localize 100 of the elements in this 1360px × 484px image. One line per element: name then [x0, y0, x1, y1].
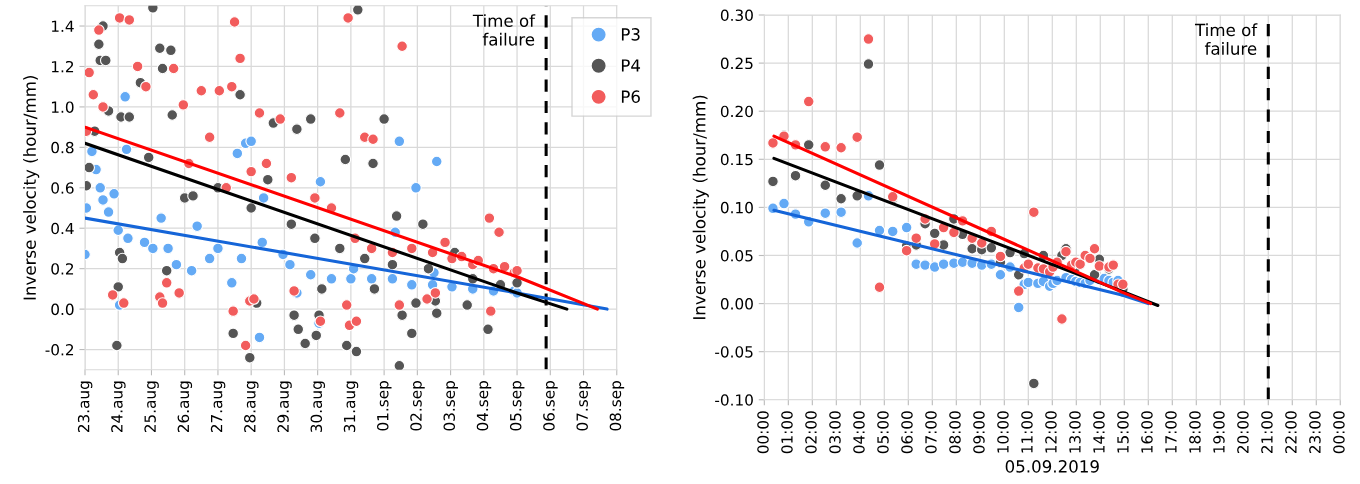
- point: [928, 261, 941, 273]
- point: [819, 179, 832, 192]
- point: [862, 33, 875, 45]
- x-tick-label: 06:00: [901, 411, 913, 454]
- y-tick-label: 0.10: [720, 201, 753, 214]
- point: [1088, 242, 1101, 255]
- point: [851, 131, 864, 144]
- x-tick-label: 02.sep: [410, 381, 425, 431]
- point: [900, 244, 913, 257]
- point: [886, 225, 899, 238]
- point: [819, 207, 832, 220]
- point: [1027, 206, 1040, 219]
- point: [862, 58, 875, 70]
- y-tick-label: 0.25: [720, 57, 753, 70]
- x-tick-label: 18:00: [1189, 411, 1201, 453]
- y-tick-label: 0.15: [720, 153, 753, 166]
- y-tick-label: -0.05: [715, 346, 753, 358]
- y-tick-label: 0.20: [720, 105, 753, 118]
- legend-label: P3: [621, 28, 640, 41]
- x-tick-label: 15:00: [1117, 411, 1129, 453]
- point: [1027, 377, 1040, 390]
- x-tick-label: 03.sep: [443, 381, 458, 431]
- ref-line-label: Time of failure: [472, 14, 536, 46]
- point: [835, 206, 847, 219]
- x-tick-label: 25.aug: [144, 381, 159, 433]
- x-tick-label: 05.sep: [509, 381, 525, 431]
- point: [1012, 301, 1025, 314]
- y-axis-title: Inverse velocity (hour/mm): [692, 95, 709, 319]
- x-tick-label: 09:00: [973, 411, 985, 454]
- point: [851, 237, 864, 249]
- x-tick-label: 05:00: [877, 411, 889, 454]
- y-tick-label: 0.30: [720, 9, 753, 22]
- x-tick-label: 14:00: [1093, 411, 1105, 453]
- point: [900, 221, 913, 234]
- x-tick-label: 01:00: [781, 411, 793, 454]
- x-tick-label: 16:00: [1141, 411, 1153, 453]
- x-tick-label: 23:00: [1309, 411, 1321, 454]
- point: [835, 141, 847, 154]
- x-tick-label: 04.sep: [476, 381, 492, 431]
- y-tick-label: 0.8: [51, 141, 74, 154]
- x-tick-label: 24.aug: [111, 381, 126, 433]
- y-tick-label: 0.00: [720, 298, 753, 310]
- x-axis-title: 05.09.2019: [1005, 460, 1099, 473]
- x-tick-label: 11:00: [1021, 411, 1033, 453]
- x-tick-label: 08.sep: [609, 381, 625, 431]
- point: [1056, 313, 1068, 325]
- y-tick-label: 1.0: [51, 101, 74, 113]
- point: [910, 232, 923, 245]
- x-tick-label: 02:00: [805, 411, 817, 454]
- x-tick-label: 23.aug: [77, 381, 93, 433]
- y-tick-label: 0.4: [51, 222, 74, 235]
- point: [994, 268, 1007, 281]
- x-tick-label: 08:00: [949, 411, 961, 454]
- point: [1117, 278, 1129, 291]
- x-tick-label: 06.sep: [543, 381, 558, 431]
- point: [873, 159, 886, 171]
- point: [802, 95, 815, 108]
- y-tick-label: 0.6: [51, 182, 74, 194]
- x-tick-label: 22:00: [1285, 411, 1297, 454]
- y-tick-label: 0.2: [51, 263, 74, 275]
- point: [985, 241, 998, 254]
- y-tick-label: 0.05: [720, 249, 753, 262]
- legend-label: P4: [621, 59, 641, 72]
- x-tick-label: 07.sep: [576, 381, 591, 431]
- x-tick-label: 20:00: [1237, 411, 1249, 454]
- x-tick-label: 00:00: [1333, 411, 1345, 454]
- point: [835, 192, 847, 205]
- x-tick-label: 04:00: [853, 411, 865, 454]
- point: [1107, 259, 1120, 271]
- x-tick-label: 12:00: [1045, 411, 1057, 453]
- y-tick-label: 1.4: [51, 20, 74, 32]
- x-tick-label: 29.aug: [277, 381, 292, 433]
- y-axis-title: Inverse velocity (hour/mm): [23, 76, 40, 300]
- legend-label: P6: [621, 90, 640, 103]
- x-tick-label: 21:00: [1261, 411, 1273, 454]
- point: [1074, 258, 1086, 270]
- point: [789, 169, 802, 182]
- x-tick-label: 27.aug: [210, 381, 226, 433]
- y-tick-label: -0.10: [715, 394, 753, 406]
- x-tick-label: 31.aug: [343, 381, 359, 433]
- point: [1022, 258, 1035, 270]
- point: [919, 259, 931, 271]
- point: [767, 175, 779, 188]
- point: [767, 137, 779, 149]
- y-tick-label: 1.2: [51, 60, 74, 73]
- point: [937, 258, 950, 270]
- x-tick-label: 03:00: [829, 411, 841, 454]
- x-tick-label: 28.aug: [244, 381, 259, 433]
- y-tick-label: -0.2: [45, 344, 74, 356]
- point: [928, 227, 941, 240]
- x-tick-label: 01.sep: [376, 381, 392, 431]
- x-tick-label: 10:00: [997, 411, 1009, 453]
- point: [819, 140, 832, 153]
- x-tick-label: 30.aug: [310, 381, 326, 433]
- point: [873, 281, 886, 294]
- point: [778, 197, 790, 210]
- point: [802, 139, 815, 151]
- ref-line-label: Time of failure: [1194, 23, 1258, 55]
- y-tick-label: 0.0: [51, 303, 74, 316]
- x-tick-label: 19:00: [1213, 411, 1225, 453]
